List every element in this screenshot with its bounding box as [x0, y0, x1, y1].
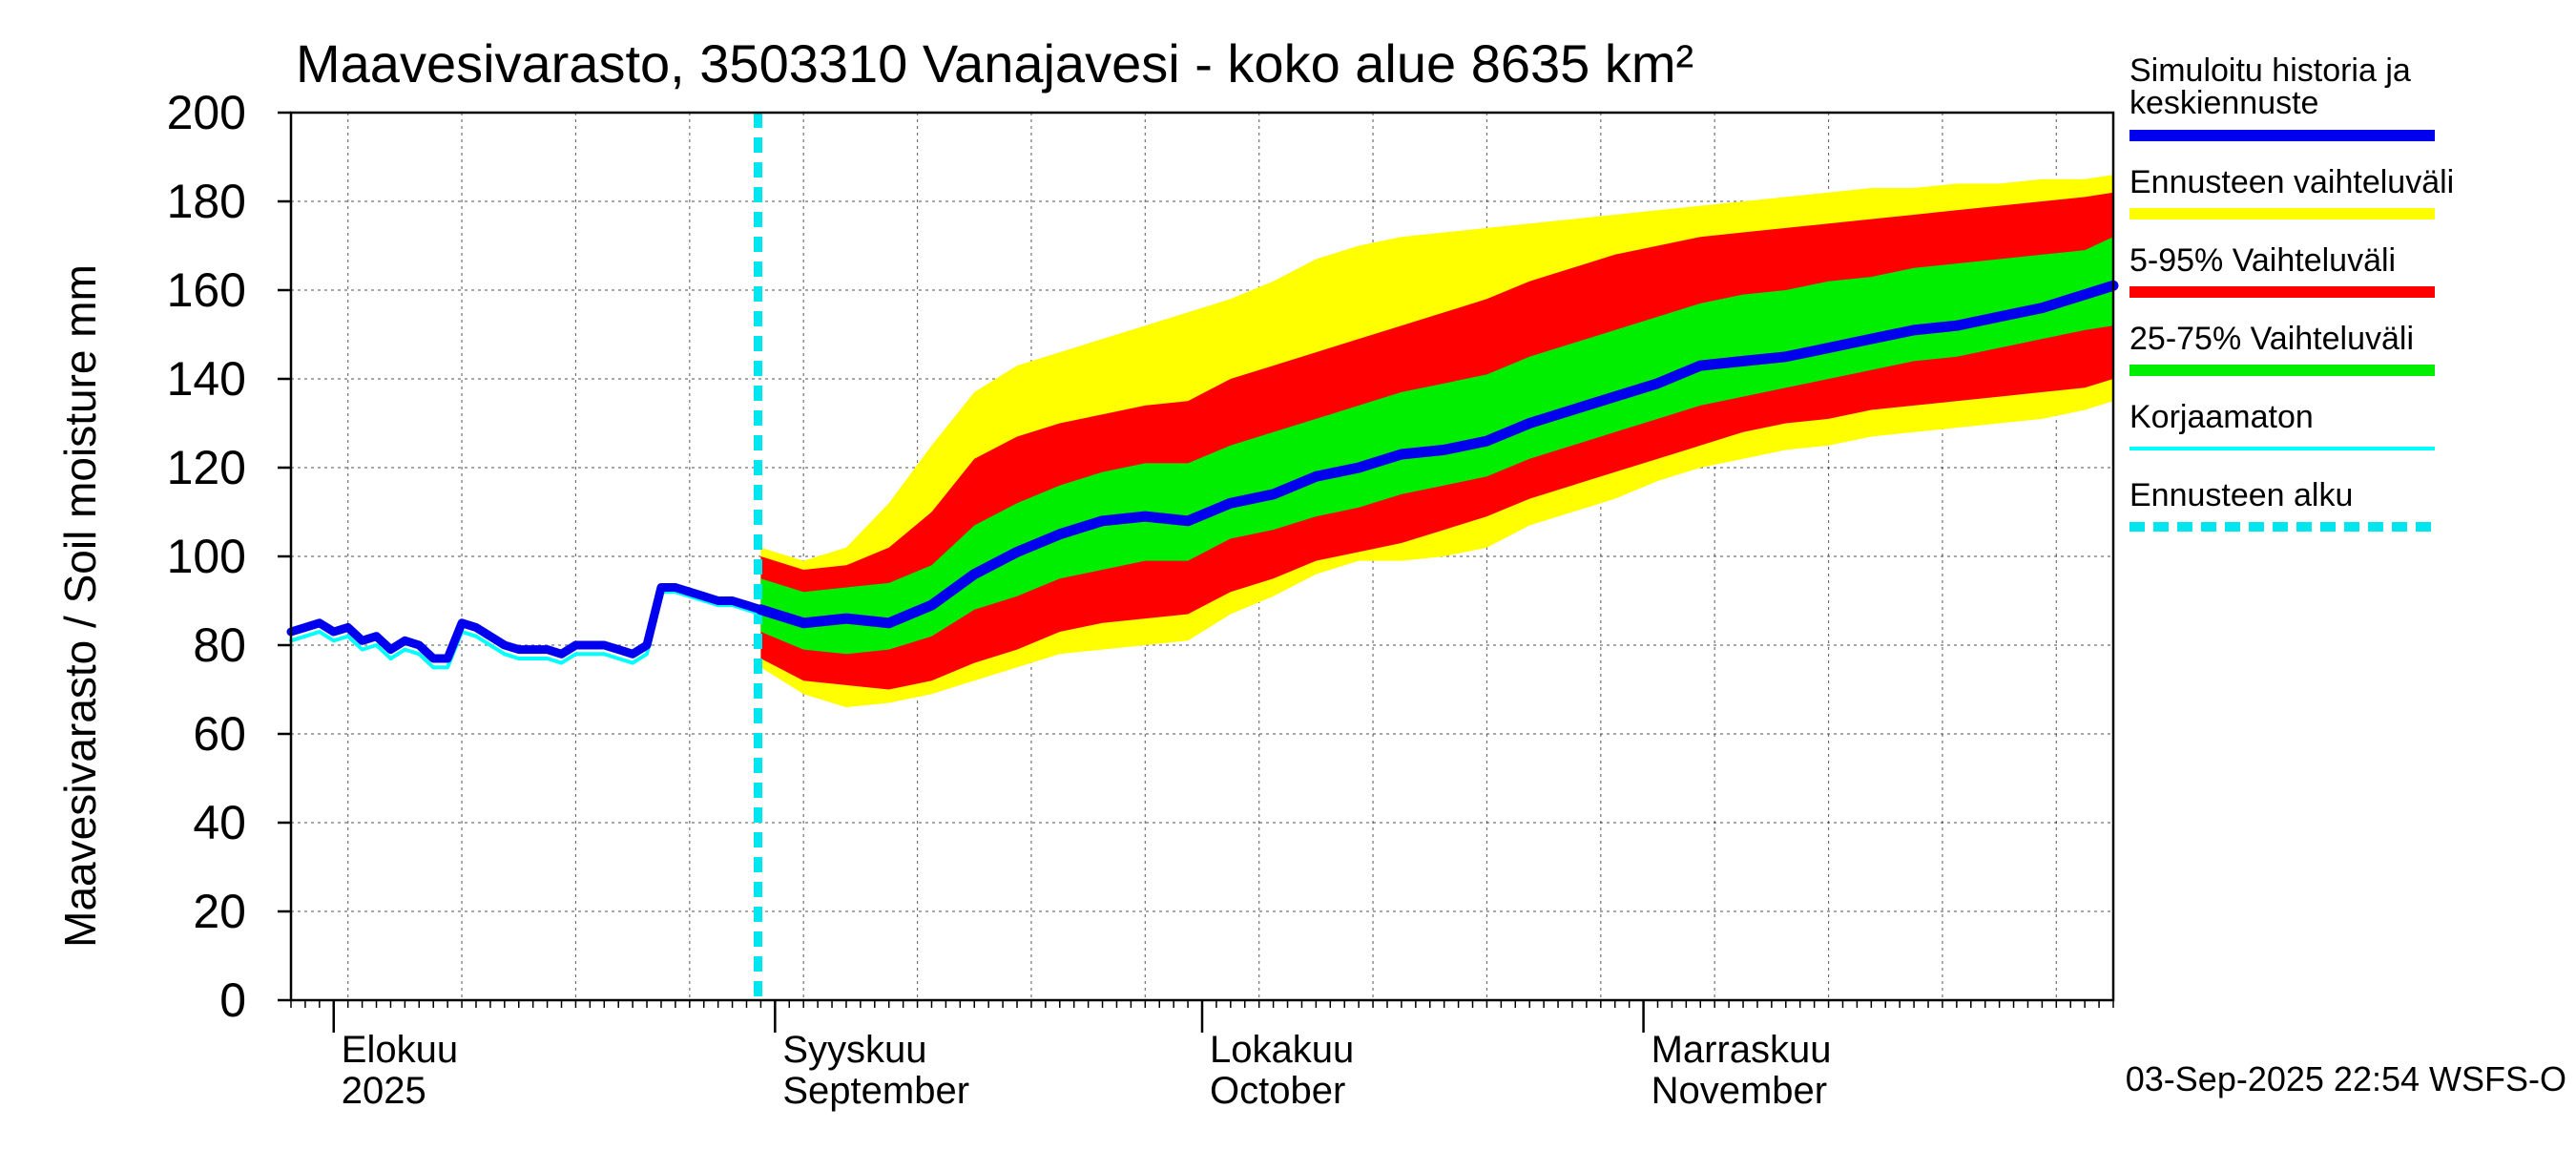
y-tick-label: 100	[167, 530, 246, 583]
x-month-label-en: 2025	[342, 1070, 426, 1112]
uncorrected-line	[289, 590, 763, 670]
y-tick-label: 40	[193, 796, 246, 849]
x-month-label-en: September	[782, 1070, 969, 1112]
y-tick-label: 160	[167, 263, 246, 317]
legend-label: Simuloitu historia ja	[2129, 52, 2411, 89]
x-month-label-en: November	[1652, 1070, 1828, 1112]
x-month-label: Marraskuu	[1652, 1029, 1832, 1071]
y-tick-label: 120	[167, 441, 246, 494]
legend-label: Korjaamaton	[2129, 399, 2314, 435]
x-month-label: Lokakuu	[1210, 1029, 1354, 1071]
chart-title: Maavesivarasto, 3503310 Vanajavesi - kok…	[296, 33, 1693, 94]
y-tick-label: 0	[219, 973, 246, 1027]
y-tick-label: 60	[193, 707, 246, 761]
x-month-label-en: October	[1210, 1070, 1345, 1112]
legend-label: 5-95% Vaihteluväli	[2129, 242, 2396, 279]
legend-label-line2: keskiennuste	[2129, 85, 2318, 121]
footer-timestamp: 03-Sep-2025 22:54 WSFS-O	[2126, 1059, 2566, 1098]
x-month-label: Elokuu	[342, 1029, 458, 1071]
y-tick-label: 200	[167, 86, 246, 139]
forecast-mean-line	[755, 280, 2119, 629]
y-tick-label: 180	[167, 175, 246, 228]
x-month-label: Syyskuu	[782, 1029, 926, 1071]
y-tick-label: 140	[167, 352, 246, 406]
legend-label: 25-75% Vaihteluväli	[2129, 321, 2414, 357]
y-tick-label: 20	[193, 885, 246, 938]
simulated-history-line	[286, 583, 765, 663]
legend-label: Ennusteen vaihteluväli	[2129, 164, 2454, 200]
y-axis-label: Maavesivarasto / Soil moisture mm	[55, 264, 105, 948]
y-tick-label: 80	[193, 618, 246, 672]
legend-label: Ennusteen alku	[2129, 477, 2353, 513]
